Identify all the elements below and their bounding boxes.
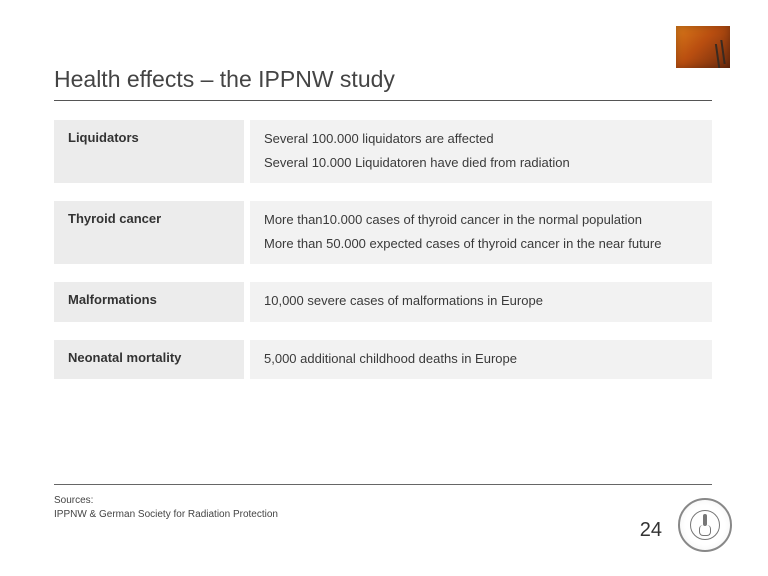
decorative-corner-image: [676, 26, 730, 68]
row-label: Thyroid cancer: [54, 201, 244, 264]
title-rule: [54, 100, 712, 101]
sources-label: Sources:: [54, 494, 278, 508]
slide-title: Health effects – the IPPNW study: [54, 66, 395, 93]
sources-block: Sources: IPPNW & German Society for Radi…: [54, 494, 278, 522]
row-description: Several 100.000 liquidators are affected…: [250, 120, 712, 183]
row-label: Liquidators: [54, 120, 244, 183]
row-description-line: Several 10.000 Liquidatoren have died fr…: [264, 154, 698, 172]
content-rows: LiquidatorsSeveral 100.000 liquidators a…: [54, 120, 712, 397]
sources-text: IPPNW & German Society for Radiation Pro…: [54, 508, 278, 522]
row-description: 10,000 severe cases of malformations in …: [250, 282, 712, 322]
ippnw-logo-icon: [678, 498, 732, 552]
row-description: More than10.000 cases of thyroid cancer …: [250, 201, 712, 264]
slide: Health effects – the IPPNW study Liquida…: [0, 0, 768, 576]
content-row: LiquidatorsSeveral 100.000 liquidators a…: [54, 120, 712, 183]
page-number: 24: [640, 519, 662, 542]
row-description: 5,000 additional childhood deaths in Eur…: [250, 340, 712, 380]
row-description-line: More than 50.000 expected cases of thyro…: [264, 235, 698, 253]
content-row: Malformations 10,000 severe cases of malf…: [54, 282, 712, 322]
row-description-line: Several 100.000 liquidators are affected: [264, 130, 698, 148]
row-description-line: 5,000 additional childhood deaths in Eur…: [264, 350, 698, 368]
row-description-line: More than10.000 cases of thyroid cancer …: [264, 211, 698, 229]
footer-rule: [54, 484, 712, 485]
row-label: Neonatal mortality: [54, 340, 244, 380]
content-row: Thyroid cancer More than10.000 cases of t…: [54, 201, 712, 264]
row-label: Malformations: [54, 282, 244, 322]
row-description-line: 10,000 severe cases of malformations in …: [264, 292, 698, 310]
content-row: Neonatal mortality 5,000 additional child…: [54, 340, 712, 380]
